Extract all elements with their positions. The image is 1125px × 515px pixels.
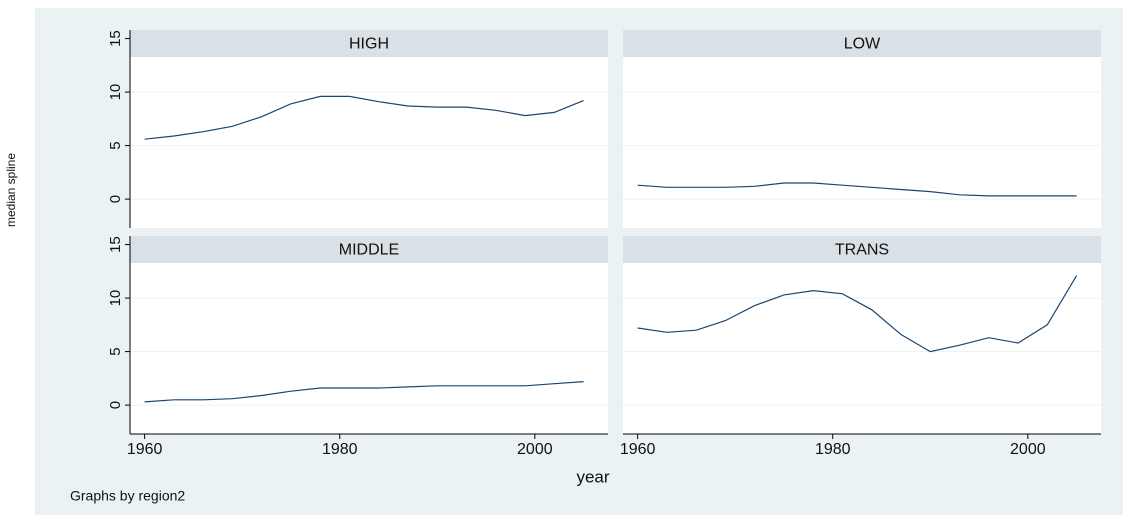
panel-title: HIGH — [349, 36, 389, 53]
panel-header — [623, 30, 1101, 57]
line — [144, 381, 584, 403]
y-tick-label: 10 — [107, 290, 124, 307]
panel-title: TRANS — [835, 242, 889, 259]
y-tick-label: 15 — [107, 30, 124, 47]
panel-title: LOW — [844, 36, 881, 53]
panel-header — [623, 236, 1101, 263]
x-tick-label: 1980 — [322, 441, 358, 458]
y-tick-label: 5 — [107, 141, 124, 149]
y-tick-label: 0 — [107, 401, 124, 409]
plot-region — [130, 236, 608, 434]
line — [144, 95, 584, 140]
y-tick-label: 5 — [107, 347, 124, 355]
x-tick-label: 1980 — [815, 441, 851, 458]
plot-region — [623, 236, 1101, 434]
plot-region — [623, 30, 1101, 228]
y-tick-label: 15 — [107, 236, 124, 253]
note: Graphs by region2 — [70, 488, 185, 504]
y-tick-label: 0 — [107, 195, 124, 203]
x-tick-label: 2000 — [1010, 441, 1046, 458]
x-tick-label: 2000 — [517, 441, 553, 458]
x-tick-label: 1960 — [127, 441, 163, 458]
panel-header — [130, 30, 608, 57]
line — [637, 275, 1078, 353]
plot-region — [130, 30, 608, 228]
line — [637, 182, 1077, 197]
x-tick-label: 1960 — [620, 441, 656, 458]
y-axis-title: median spline — [4, 153, 18, 227]
x-axis-title: year — [576, 467, 609, 486]
panel-title: MIDDLE — [339, 242, 399, 259]
y-tick-label: 10 — [107, 84, 124, 101]
panel-header — [130, 236, 608, 263]
